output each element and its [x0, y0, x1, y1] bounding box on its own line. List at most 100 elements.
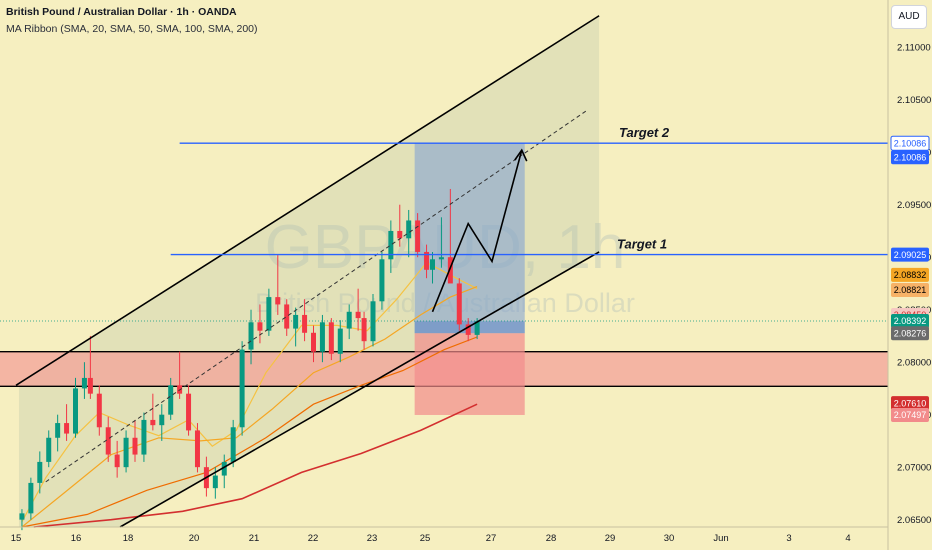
- candle-body: [284, 304, 290, 329]
- price-tag: 2.08832: [891, 267, 929, 282]
- price-tick-label[interactable]: 2.06500: [897, 515, 931, 526]
- candle-body: [319, 322, 325, 352]
- candle: [221, 454, 227, 489]
- time-tick-label[interactable]: Jun: [713, 533, 728, 544]
- price-tag-value: 2.08832: [894, 270, 927, 280]
- candle: [266, 288, 272, 336]
- candle-body: [438, 257, 444, 260]
- drawings-layer: Target 1 Target 2: [15, 15, 888, 528]
- candle-body: [123, 437, 129, 468]
- indicator-label[interactable]: MA Ribbon (SMA, 20, SMA, 50, SMA, 100, S…: [6, 23, 258, 35]
- time-axis[interactable]: 15 16 18 20 21 22 23 25 27 28 29 30 Jun 3 4: [11, 533, 851, 544]
- candle-body: [28, 482, 34, 514]
- chart-legend: British Pound / Australian Dollar · 1h ·…: [6, 4, 258, 38]
- time-tick-label[interactable]: 29: [605, 533, 616, 544]
- time-tick-label[interactable]: 30: [664, 533, 675, 544]
- time-tick-label[interactable]: 23: [367, 533, 378, 544]
- candle: [239, 341, 245, 436]
- time-tick-label[interactable]: 21: [249, 533, 260, 544]
- price-tag-bg: [891, 407, 929, 422]
- candle: [388, 220, 394, 273]
- time-tick-label[interactable]: 15: [11, 533, 22, 544]
- candle: [194, 423, 200, 473]
- candle-body: [397, 230, 403, 239]
- candle-body: [46, 437, 52, 462]
- candle: [370, 293, 376, 347]
- time-tick-label[interactable]: 20: [189, 533, 200, 544]
- candle: [311, 325, 316, 363]
- candle-body: [64, 423, 70, 434]
- candle: [123, 430, 129, 473]
- candle: [87, 335, 93, 399]
- candle-body: [388, 230, 394, 260]
- candle: [186, 385, 192, 436]
- price-tick-label[interactable]: 2.11000: [897, 43, 931, 54]
- candle-body: [212, 475, 218, 489]
- time-tick-label[interactable]: 3: [786, 533, 791, 544]
- currency-button[interactable]: AUD: [891, 5, 927, 29]
- candle: [319, 314, 325, 363]
- candle-body: [105, 427, 111, 455]
- candle: [415, 213, 421, 258]
- candle: [397, 204, 403, 247]
- price-tag-value: 2.08821: [894, 285, 927, 295]
- time-tick-label[interactable]: 16: [71, 533, 82, 544]
- candle-body: [132, 437, 138, 455]
- target1-label: Target 1: [617, 237, 667, 252]
- price-tag-value: 2.10086: [894, 152, 927, 162]
- price-tag: 2.07497: [891, 407, 929, 422]
- candle: [168, 377, 174, 420]
- price-tags: 2.100862.100862.090252.088322.088212.084…: [890, 135, 930, 422]
- time-tick-label[interactable]: 25: [420, 533, 431, 544]
- ma200-line: [33, 403, 478, 528]
- candle-body: [406, 220, 412, 239]
- candle-body: [168, 385, 174, 415]
- candle: [55, 414, 61, 452]
- candle-body: [221, 461, 227, 476]
- candle: [293, 307, 299, 347]
- price-tick-label[interactable]: 2.09500: [897, 200, 931, 211]
- candle-body: [430, 259, 435, 270]
- candle: [96, 385, 102, 436]
- price-tag-value: 2.07497: [894, 410, 927, 420]
- candle-body: [248, 322, 254, 350]
- candle: [257, 304, 263, 344]
- price-tag: 2.10086: [891, 150, 929, 165]
- time-tick-label[interactable]: 27: [486, 533, 497, 544]
- price-tick-label[interactable]: 2.08000: [897, 358, 931, 369]
- price-tag-value: 2.10086: [894, 138, 927, 148]
- candle: [73, 377, 78, 438]
- candle-body: [141, 419, 147, 455]
- time-tick-label[interactable]: 18: [123, 533, 134, 544]
- candle-body: [239, 349, 245, 428]
- candle: [465, 318, 471, 342]
- candle-body: [81, 377, 87, 389]
- price-tag: 2.09025: [891, 247, 929, 262]
- price-tag: 2.08392: [891, 314, 929, 329]
- price-tick-label[interactable]: 2.10500: [897, 95, 931, 106]
- price-tag-value: 2.08392: [894, 316, 927, 326]
- price-tag-bg: [891, 247, 929, 262]
- chart-title[interactable]: British Pound / Australian Dollar · 1h ·…: [6, 6, 237, 18]
- candle-body: [257, 322, 263, 331]
- moving-averages-layer: [21, 261, 478, 528]
- candle-body: [266, 297, 272, 331]
- candle-body: [328, 322, 334, 354]
- price-tag-bg: [891, 396, 929, 411]
- candle-body: [474, 321, 480, 335]
- time-tick-label[interactable]: 22: [308, 533, 319, 544]
- candle-body: [370, 301, 376, 342]
- time-tick-label[interactable]: 4: [845, 533, 850, 544]
- price-tick-label[interactable]: 2.07000: [897, 463, 931, 474]
- ma50-line: [21, 286, 478, 528]
- candle: [28, 477, 34, 520]
- candle: [248, 309, 254, 365]
- candle-body: [55, 423, 61, 438]
- time-tick-label[interactable]: 28: [546, 533, 557, 544]
- candle-body: [150, 419, 156, 426]
- candle-body: [424, 251, 430, 270]
- candle-body: [379, 259, 385, 302]
- candle: [230, 419, 236, 468]
